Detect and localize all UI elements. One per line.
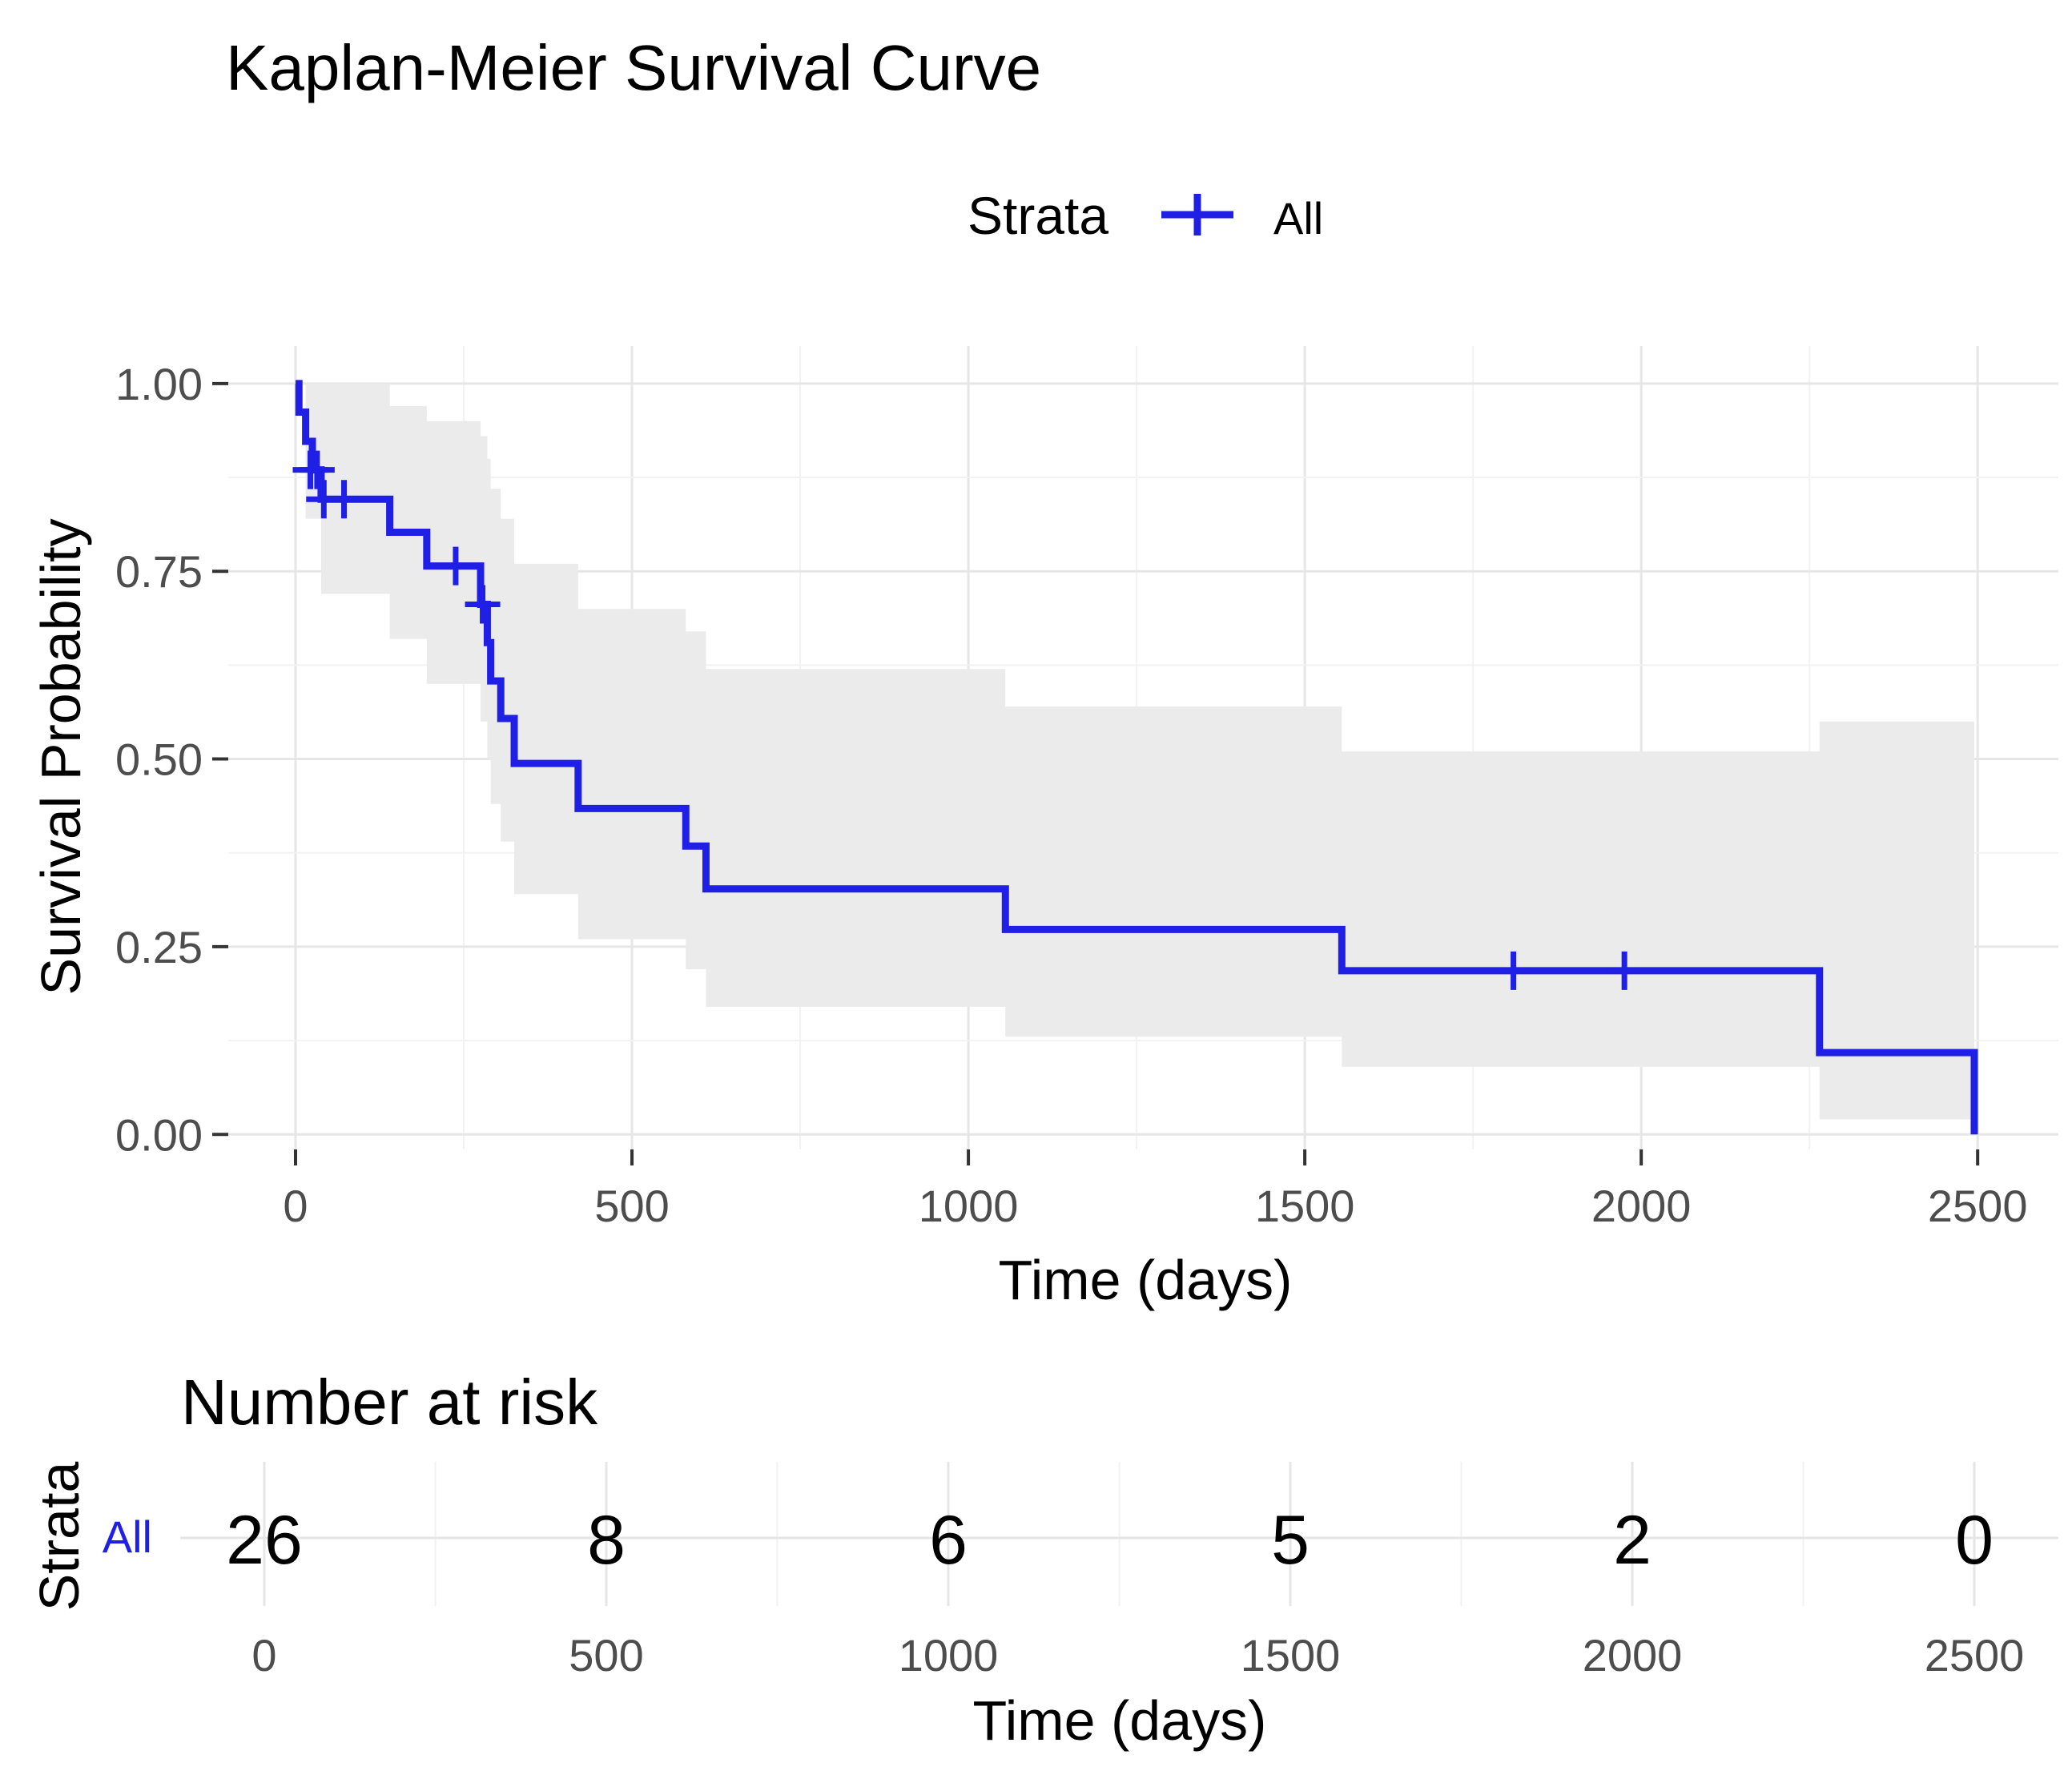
- km-x-tick-label: 0: [283, 1181, 308, 1231]
- km-y-tick-label: 0.50: [115, 735, 203, 785]
- risk-table-values: 26 8 6 5 2 0: [226, 1502, 1994, 1579]
- km-censor-marks: [292, 450, 1643, 990]
- risk-table-value: 0: [1955, 1502, 1994, 1579]
- km-confidence-band: [296, 383, 1974, 1120]
- risk-x-tick-label: 2500: [1925, 1630, 2025, 1680]
- legend: Strata All: [968, 186, 1323, 245]
- km-y-tick-label: 0.00: [115, 1109, 203, 1160]
- km-y-tick-label: 0.75: [115, 546, 203, 597]
- risk-table-row-label: All: [103, 1511, 152, 1562]
- legend-title: Strata: [968, 186, 1108, 245]
- risk-x-tick-label: 0: [251, 1630, 276, 1680]
- risk-x-tick-label: 1000: [899, 1630, 999, 1680]
- legend-entry-all: All: [1273, 193, 1323, 244]
- km-x-tick-label: 2000: [1591, 1181, 1692, 1231]
- risk-table-value: 6: [929, 1502, 968, 1579]
- risk-table-value: 26: [226, 1502, 303, 1579]
- km-confidence-band-area: [296, 383, 1974, 1120]
- km-x-tick-label: 1000: [919, 1181, 1019, 1231]
- km-x-tick-label: 1500: [1255, 1181, 1355, 1231]
- risk-table-x-axis: 0 500 1000 1500 2000 2500: [251, 1630, 2024, 1680]
- risk-table-value: 2: [1613, 1502, 1652, 1579]
- risk-table-value: 8: [587, 1502, 626, 1579]
- risk-table-strata-label: Strata: [28, 1462, 91, 1612]
- km-y-axis: 0.00 0.25 0.50 0.75 1.00: [115, 359, 228, 1160]
- km-y-tick-label: 0.25: [115, 922, 203, 972]
- km-x-tick-label: 2500: [1928, 1181, 2028, 1231]
- km-plot-area: 0.00 0.25 0.50 0.75 1.00 0 500 1000 1500 2000 250…: [115, 346, 2058, 1231]
- chart-title: Kaplan-Meier Survival Curve: [226, 32, 1041, 103]
- risk-x-tick-label: 1500: [1241, 1630, 1341, 1680]
- km-x-axis: 0 500 1000 1500 2000 2500: [283, 1149, 2027, 1231]
- risk-table-value: 5: [1271, 1502, 1310, 1579]
- risk-x-axis-label: Time (days): [973, 1689, 1267, 1752]
- risk-x-tick-label: 500: [569, 1630, 643, 1680]
- km-y-axis-label: Survival Probability: [30, 518, 92, 995]
- risk-table-gridlines: [180, 1462, 2058, 1606]
- risk-x-tick-label: 2000: [1583, 1630, 1683, 1680]
- km-x-tick-label: 500: [594, 1181, 669, 1231]
- km-x-axis-label: Time (days): [999, 1249, 1293, 1311]
- risk-table-title: Number at risk: [181, 1366, 598, 1438]
- km-y-tick-label: 1.00: [115, 359, 203, 409]
